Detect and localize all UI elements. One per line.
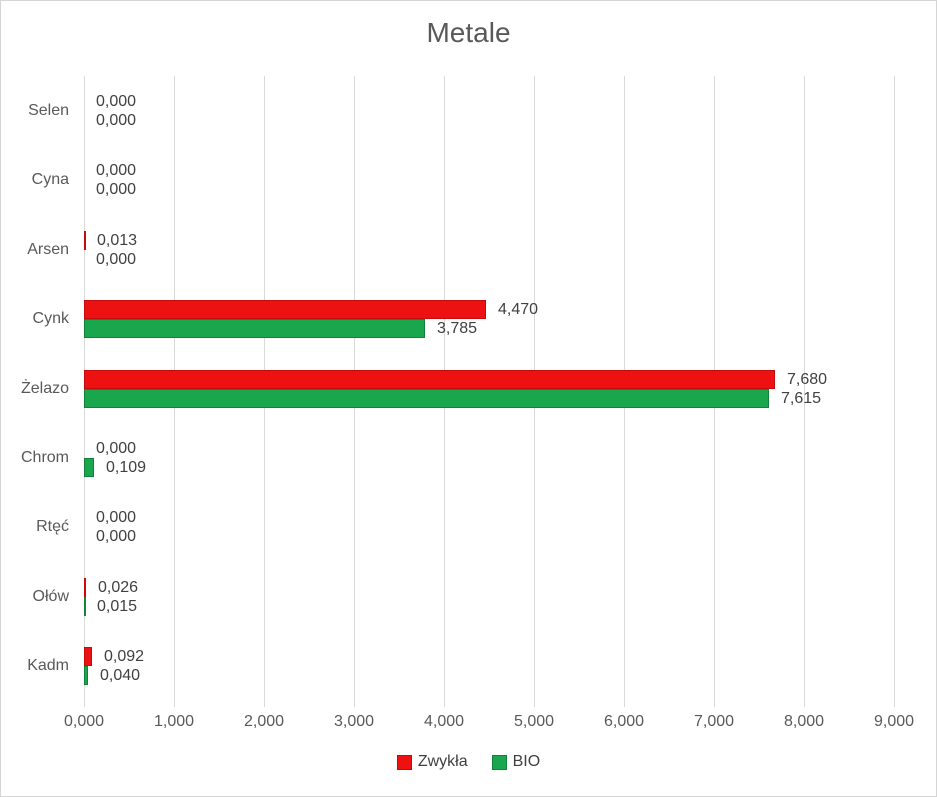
x-tick-label: 9,000 <box>873 713 915 730</box>
category-label: Rtęć <box>36 518 69 536</box>
gridline <box>894 76 895 707</box>
value-label: 0,092 <box>104 648 145 666</box>
value-label: 0,000 <box>96 181 137 199</box>
legend-item-zwykla: Zwykła <box>396 753 468 771</box>
bar-zwykla <box>84 577 86 597</box>
category-label: Selen <box>28 101 69 119</box>
value-label: 0,026 <box>98 578 139 596</box>
value-label: 0,000 <box>96 92 137 110</box>
value-label: 7,615 <box>781 389 822 407</box>
bar-zwykla <box>84 369 775 389</box>
value-label: 0,040 <box>100 667 141 685</box>
chart-title: Metale <box>426 17 511 48</box>
bar-bio <box>84 319 425 339</box>
legend-swatch-bio <box>491 754 507 770</box>
gridline <box>804 76 805 707</box>
legend-item-bio: BIO <box>491 753 541 771</box>
x-tick-label: 7,000 <box>693 713 735 730</box>
x-tick-label: 2,000 <box>243 713 285 730</box>
bar-bio <box>84 596 86 616</box>
value-label: 0,013 <box>97 231 138 249</box>
value-label: 0,000 <box>96 250 137 268</box>
value-label: 0,015 <box>97 597 138 615</box>
category-label: Kadm <box>27 657 69 675</box>
value-label: 0,000 <box>96 439 137 457</box>
bar-zwykla <box>84 647 92 667</box>
category-label: Chrom <box>20 448 69 466</box>
bar-zwykla <box>84 300 486 320</box>
value-label: 0,000 <box>96 111 137 129</box>
legend-label-zwykla: Zwykła <box>417 753 468 770</box>
x-tick-label: 0,000 <box>63 713 105 730</box>
legend: Zwykła BIO <box>1 753 936 771</box>
legend-swatch-zwykla <box>396 754 412 770</box>
category-label: Ołów <box>32 587 69 605</box>
bar-bio <box>84 388 769 408</box>
x-tick-label: 5,000 <box>513 713 555 730</box>
value-label: 7,680 <box>787 370 828 388</box>
category-label: Cyna <box>31 171 69 189</box>
value-label: 0,000 <box>96 162 137 180</box>
value-label: 3,785 <box>437 320 478 338</box>
value-label: 4,470 <box>498 301 539 319</box>
category-label: Żelazo <box>20 379 69 397</box>
category-label: Arsen <box>27 240 69 258</box>
value-label: 0,109 <box>106 458 147 476</box>
x-tick-label: 8,000 <box>783 713 825 730</box>
x-tick-label: 6,000 <box>603 713 645 730</box>
x-tick-label: 3,000 <box>333 713 375 730</box>
value-label: 0,000 <box>96 528 137 546</box>
x-tick-label: 4,000 <box>423 713 465 730</box>
legend-label-bio: BIO <box>512 753 541 770</box>
bar-bio <box>84 666 88 686</box>
bar-zwykla <box>84 230 86 250</box>
category-label: Cynk <box>32 310 69 328</box>
bar-bio <box>84 457 94 477</box>
x-tick-label: 1,000 <box>153 713 195 730</box>
value-label: 0,000 <box>96 509 137 527</box>
